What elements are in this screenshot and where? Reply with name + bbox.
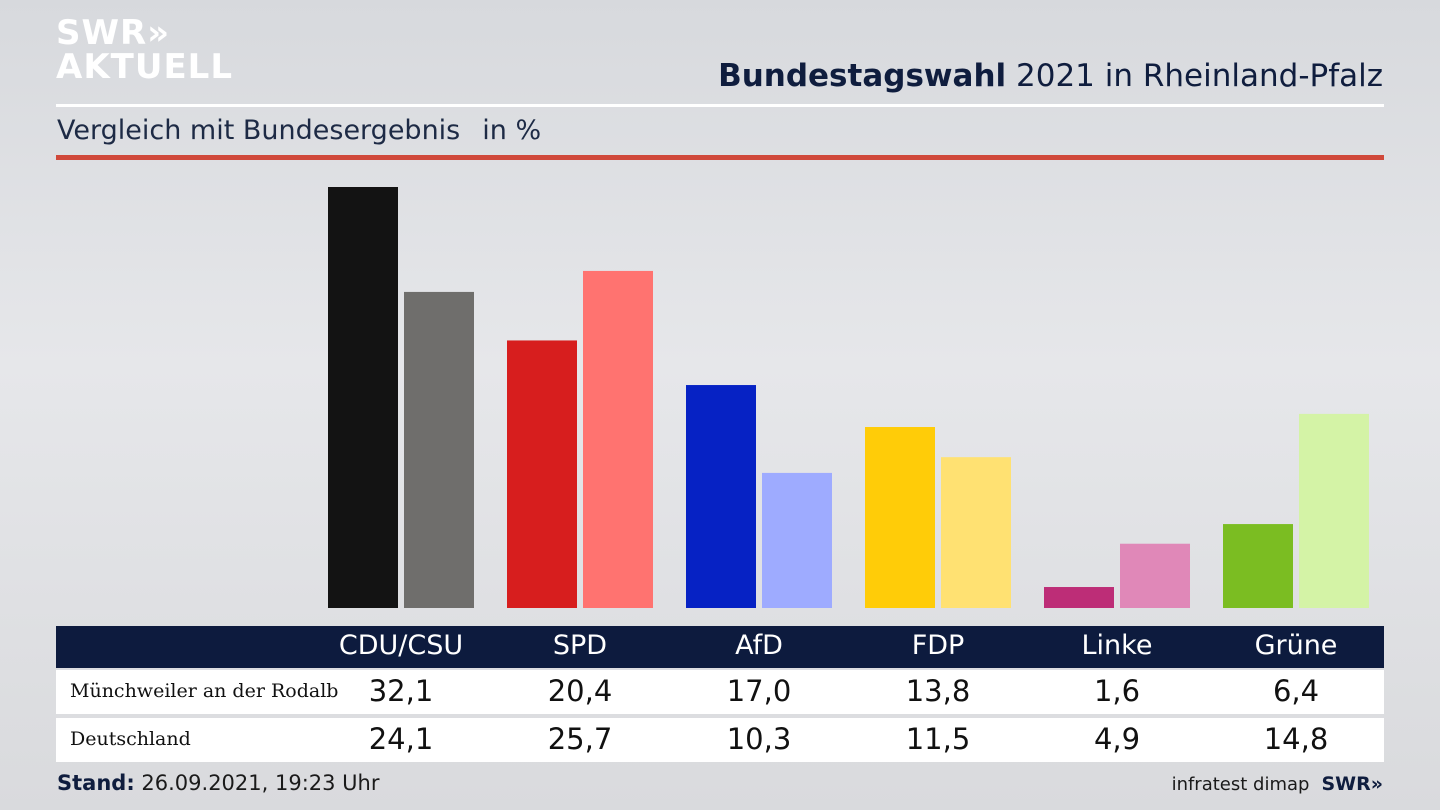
results-table: CDU/CSU SPD AfD FDP Linke Grüne Münchweiler a… xyxy=(56,626,1384,762)
bar-afd-local xyxy=(686,385,756,608)
unit-label: in % xyxy=(482,115,542,146)
column-header: Linke xyxy=(1081,630,1153,661)
column-header: CDU/CSU xyxy=(338,630,464,661)
column-header: AfD xyxy=(735,630,783,661)
bar-fdp-national xyxy=(941,457,1011,608)
table-cell-value: 25,7 xyxy=(547,722,613,756)
table-cell-value: 4,9 xyxy=(1093,722,1141,756)
row-label-local: Münchweiler an der Rodalb xyxy=(70,680,339,702)
timestamp: Stand: 26.09.2021, 19:23 Uhr xyxy=(57,771,380,795)
column-header: Grüne xyxy=(1254,630,1338,661)
table-cell-value: 10,3 xyxy=(726,722,792,756)
bar-spd-local xyxy=(507,340,577,608)
source-text: infratest dimap xyxy=(1171,774,1310,795)
table-header-row: CDU/CSU SPD AfD FDP Linke Grüne xyxy=(56,626,1384,668)
bar-cdu-csu-local xyxy=(328,187,398,608)
table-cell-value: 14,8 xyxy=(1263,722,1329,756)
stand-label: Stand: xyxy=(57,771,135,795)
footer-swr-logo: SWR» xyxy=(1321,773,1383,795)
page-title: Bundestagswahl 2021 in Rheinland-Pfalz xyxy=(718,58,1383,94)
table-row-local: Münchweiler an der Rodalb 32,1 20,4 17,0 13… xyxy=(56,670,1384,714)
swr-aktuell-logo: SWR» AKTUELL xyxy=(56,16,233,84)
bar-fdp-local xyxy=(865,427,935,608)
table-cell-value: 32,1 xyxy=(368,674,434,708)
table-cell-value: 6,4 xyxy=(1272,674,1320,708)
table-cell-value: 20,4 xyxy=(547,674,613,708)
header-divider xyxy=(56,104,1384,107)
title-rest: 2021 in Rheinland-Pfalz xyxy=(1006,58,1383,94)
bar-afd-national xyxy=(762,472,832,608)
logo-line-2: AKTUELL xyxy=(56,47,234,87)
table-cell-value: 13,8 xyxy=(905,674,971,708)
source-credit: infratest dimap SWR» xyxy=(1172,773,1383,795)
subtitle-text: Vergleich mit Bundesergebnis xyxy=(57,115,461,146)
table-row-national: Deutschland 24,1 25,7 10,3 11,5 4,9 14,8 xyxy=(56,718,1384,762)
bar-chart xyxy=(328,187,1369,608)
bar-spd-national xyxy=(583,270,653,608)
row-label-national: Deutschland xyxy=(70,728,191,750)
logo-line-1: SWR» xyxy=(56,13,171,53)
table-cell-value: 17,0 xyxy=(726,674,792,708)
bar-linke-local xyxy=(1044,587,1114,608)
column-header: SPD xyxy=(552,630,608,661)
bar-linke-national xyxy=(1120,543,1190,608)
bar-grüne-national xyxy=(1299,413,1369,608)
title-bold: Bundestagswahl xyxy=(718,58,1007,94)
chart-subtitle: Vergleich mit Bundesergebnis in % xyxy=(57,115,541,146)
column-header: FDP xyxy=(911,630,965,661)
table-cell-value: 11,5 xyxy=(905,722,971,756)
bar-grüne-local xyxy=(1223,524,1293,608)
accent-divider xyxy=(56,155,1384,160)
table-cell-value: 1,6 xyxy=(1093,674,1141,708)
table-cell-value: 24,1 xyxy=(368,722,434,756)
stand-value: 26.09.2021, 19:23 Uhr xyxy=(134,771,380,795)
bar-cdu-csu-national xyxy=(404,291,474,608)
